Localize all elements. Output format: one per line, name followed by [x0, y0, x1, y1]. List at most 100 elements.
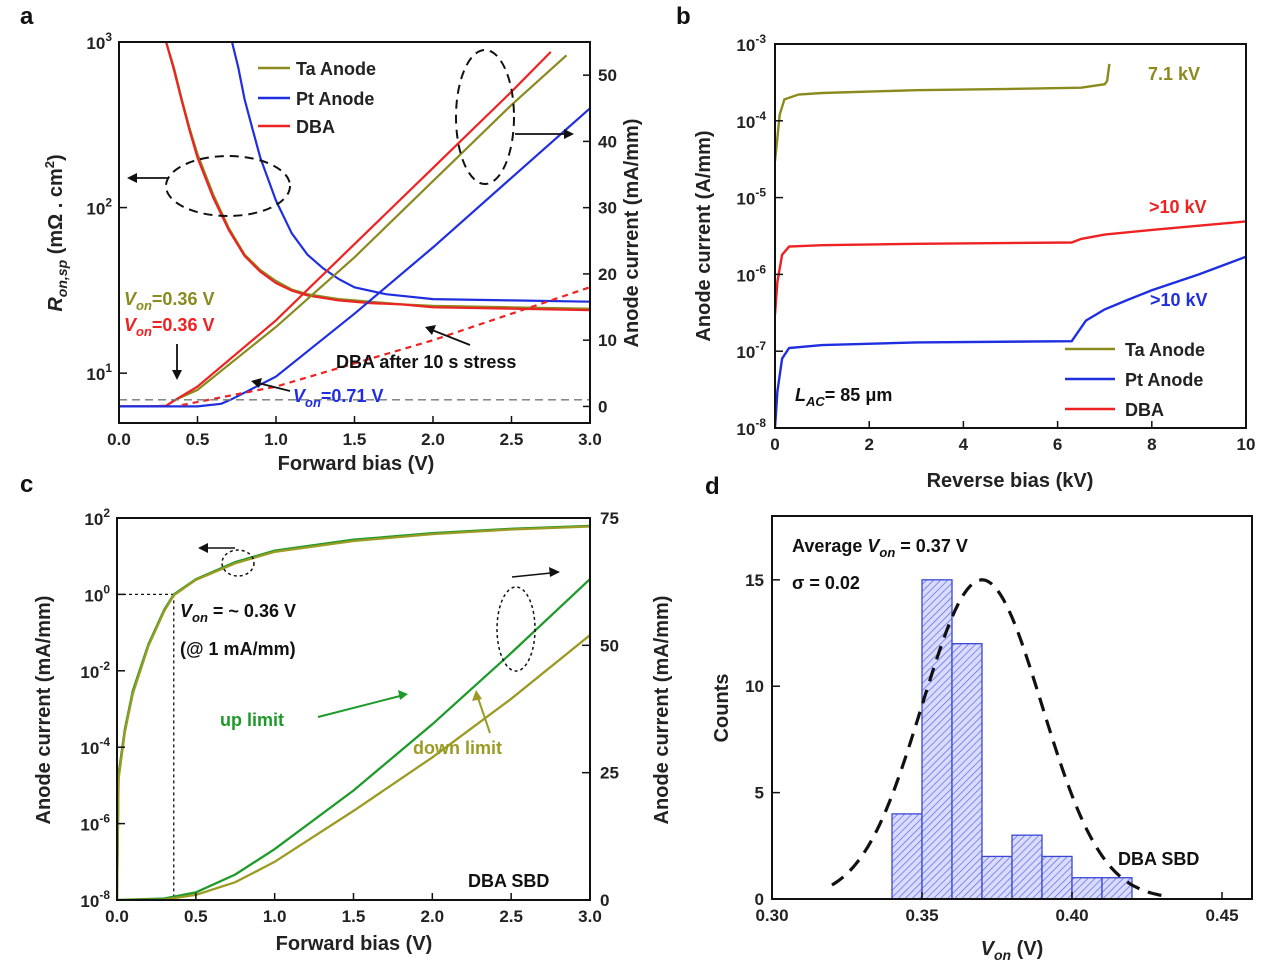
b-legend-label-dba: DBA — [1125, 400, 1164, 420]
legend-label-ta: Ta Anode — [296, 59, 376, 79]
panel-d-x-ticks: 0.30 0.35 0.40 0.45 — [755, 892, 1239, 925]
b-x-tick-label: 10 — [1237, 435, 1256, 454]
a-x-tick-label: 3.0 — [578, 430, 602, 449]
c-left-tick-label: 10-2 — [80, 659, 110, 682]
c-x-tick-label: 1.0 — [263, 907, 287, 926]
von-c-label: Von = ~ 0.36 V — [180, 601, 296, 625]
b-x-tick-label: 2 — [864, 435, 873, 454]
a-right-tick-label: 20 — [598, 265, 617, 284]
a-ron-pt-anode — [230, 42, 590, 303]
c-left-tick-label: 10-6 — [80, 812, 110, 835]
panel-b-x-label: Reverse bias (kV) — [927, 470, 1094, 492]
up-limit-arrowhead — [398, 690, 408, 700]
panel-d-plot — [831, 578, 1163, 900]
panel-c-right-ticks: 0 25 50 75 — [582, 509, 619, 910]
legend-label-dba: DBA — [296, 117, 335, 137]
histogram-bar — [891, 813, 923, 900]
c-right-arrow — [511, 572, 552, 578]
right-axis-arrowhead — [564, 129, 574, 139]
d-y-tick-label: 0 — [755, 890, 764, 909]
panel-c-x-label: Forward bias (V) — [276, 933, 433, 955]
c-right-ellipse — [496, 586, 536, 672]
a-x-tick-label: 0.0 — [107, 430, 131, 449]
c-left-tick-label: 100 — [84, 582, 110, 605]
lac-label: LAC= 85 μm — [795, 385, 892, 409]
d-y-tick-label: 15 — [745, 571, 764, 590]
c-x-tick-label: 1.5 — [342, 907, 366, 926]
a-left-tick-label: 102 — [86, 196, 112, 219]
current-group-ellipse — [455, 49, 515, 185]
c-left-ellipse — [221, 549, 255, 577]
ron-group-ellipse — [165, 155, 291, 217]
a-right-tick-label: 30 — [598, 199, 617, 218]
a-right-tick-label: 10 — [598, 331, 617, 350]
panel-b-x-ticks: 0 2 4 6 8 10 — [770, 421, 1255, 454]
d-x-tick-label: 0.45 — [1205, 906, 1238, 925]
down-limit-label: down limit — [413, 738, 502, 758]
histogram-bar — [981, 855, 1013, 900]
c-x-tick-label: 3.0 — [578, 907, 602, 926]
d-x-tick-label: 0.35 — [905, 906, 938, 925]
b-series-ta-anode — [775, 63, 1111, 162]
panel-d-y-label: Counts — [711, 674, 733, 743]
panel-d-frame — [771, 515, 1253, 900]
c-linear-down-limit — [117, 634, 590, 900]
a-right-tick-label: 0 — [598, 397, 607, 416]
b-y-tick-label: 10-3 — [736, 32, 766, 55]
a-right-tick-label: 50 — [598, 66, 617, 85]
von-c-note: (@ 1 mA/mm) — [180, 639, 296, 659]
von-label-dba: Von=0.36 V — [124, 315, 214, 339]
c-log-down-limit — [117, 525, 590, 900]
panel-d-y-ticks: 0 5 10 15 — [745, 571, 780, 909]
panel-a-left-ticks: 101 102 103 — [86, 30, 127, 384]
histogram-bar — [1041, 855, 1073, 900]
panel-label-d: d — [705, 473, 720, 500]
a-x-tick-label: 2.0 — [421, 430, 445, 449]
b-y-tick-label: 10-5 — [736, 186, 766, 209]
pt-breakdown-label: >10 kV — [1150, 290, 1208, 310]
d-y-tick-label: 10 — [745, 677, 764, 696]
panel-a-right-ticks: 0 10 20 30 40 50 — [583, 66, 617, 416]
left-axis-arrowhead — [127, 173, 137, 183]
panel-label-a: a — [20, 3, 34, 30]
b-legend-label-pt: Pt Anode — [1125, 370, 1203, 390]
average-von-label: Average Von = 0.37 V — [792, 536, 968, 560]
a-ron-dba — [165, 42, 590, 312]
panel-d-x-label: Von (V) — [981, 938, 1044, 963]
von-label-ta: Von=0.36 V — [124, 289, 214, 313]
panel-a-x-label: Forward bias (V) — [278, 453, 435, 475]
b-x-tick-label: 4 — [959, 435, 969, 454]
c-right-tick-label: 25 — [600, 764, 619, 783]
c-left-tick-label: 102 — [84, 506, 110, 529]
c-x-tick-label: 2.5 — [499, 907, 523, 926]
a-left-tick-label: 101 — [86, 361, 112, 384]
c-x-tick-label: 0.5 — [184, 907, 208, 926]
panel-c: c 0.0 0.5 1.0 1.5 2.0 2.5 3.0 10-8 10-6 10-4 10-2… — [20, 471, 673, 955]
c-x-tick-label: 2.0 — [421, 907, 445, 926]
panel-b-legend: Ta Anode Pt Anode DBA — [1065, 340, 1205, 420]
gaussian-fit-curve — [831, 578, 1163, 898]
c-linear-up-limit — [117, 578, 590, 900]
panel-c-corner-label: DBA SBD — [468, 871, 549, 891]
stress-arrowhead — [425, 325, 436, 335]
dba-breakdown-label: >10 kV — [1149, 197, 1207, 217]
stress-arrow — [431, 329, 471, 346]
c-left-tick-label: 10-8 — [80, 888, 110, 911]
b-y-tick-label: 10-7 — [736, 339, 766, 362]
von-down-arrowhead — [172, 370, 182, 380]
d-x-tick-label: 0.40 — [1055, 906, 1088, 925]
b-x-tick-label: 6 — [1053, 435, 1062, 454]
panel-a-legend: Ta Anode Pt Anode DBA — [258, 59, 376, 137]
a-right-tick-label: 40 — [598, 132, 617, 151]
histogram-bar — [951, 643, 983, 900]
c-x-tick-label: 0.0 — [105, 907, 129, 926]
a-x-tick-label: 0.5 — [186, 430, 210, 449]
histogram-bar — [1071, 877, 1103, 900]
histogram-bar — [1101, 877, 1133, 900]
up-limit-arrow — [317, 695, 401, 718]
sigma-label: σ = 0.02 — [792, 573, 860, 593]
b-legend-label-ta: Ta Anode — [1125, 340, 1205, 360]
c-right-tick-label: 50 — [600, 636, 619, 655]
pt-von-arrow — [257, 382, 291, 392]
